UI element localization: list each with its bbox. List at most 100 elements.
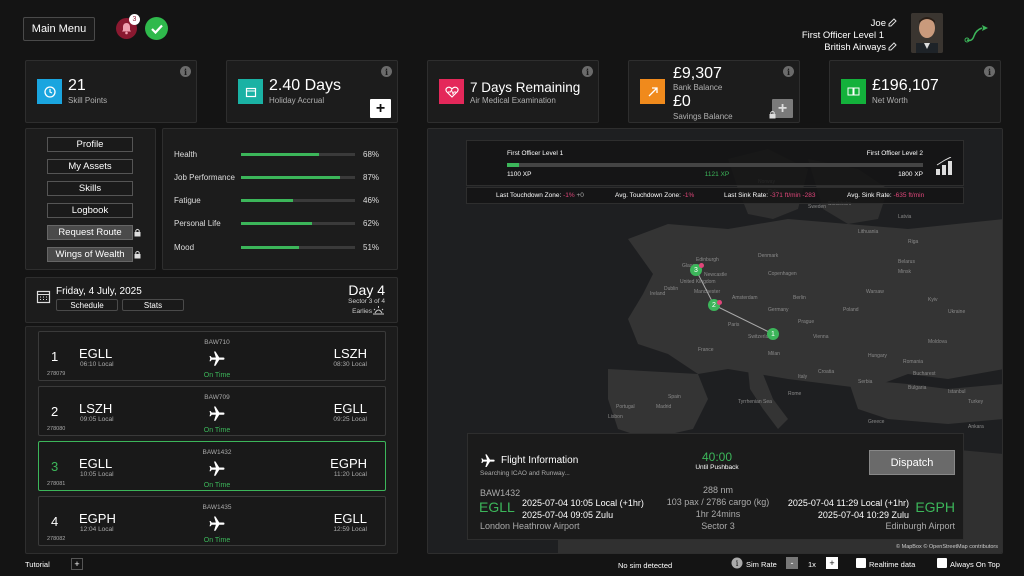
main-menu-label: Main Menu — [31, 23, 87, 35]
wellbeing-label: Health — [174, 150, 198, 159]
arrival-icao: EGPH — [330, 456, 367, 471]
sim-rate-decrease-button[interactable]: - — [786, 557, 798, 569]
nav-my-assets-button[interactable]: My Assets — [47, 159, 133, 174]
flight-route-icon[interactable] — [964, 20, 992, 44]
map-place-label: Paris — [728, 322, 740, 328]
sim-rate-increase-button[interactable]: + — [826, 557, 838, 569]
map-place-label: Spain — [668, 394, 681, 400]
departure-icao: EGLL — [79, 456, 113, 471]
bank-card: i £9,307 Bank Balance £0 Savings Balance… — [628, 60, 800, 123]
flight-id: 278079 — [47, 371, 66, 377]
nav-profile-button[interactable]: Profile — [47, 137, 133, 152]
to-xp: 1800 XP — [898, 171, 923, 178]
arrival-zulu-time: 2025-07-04 10:29 Zulu — [817, 510, 909, 520]
add-savings-button[interactable]: + — [772, 99, 793, 118]
realtime-data-label: Realtime data — [869, 560, 916, 569]
departure-time: 10:05 Local — [80, 471, 114, 478]
flight-status: On Time — [203, 482, 231, 489]
map-place-label: Poland — [843, 307, 859, 313]
schedule-tab-button[interactable]: Schedule — [56, 299, 118, 311]
departure-icao: EGLL — [479, 499, 515, 515]
flight-row[interactable]: 3 278081 EGLL 10:05 Local BAW1432 On Time EGPH… — [38, 441, 386, 491]
flight-callsign: BAW1432 — [480, 488, 521, 498]
next-level-label: First Officer Level 2 — [866, 150, 923, 157]
nav-skills-button[interactable]: Skills — [47, 181, 133, 196]
flight-row[interactable]: 2 278080 LSZH 09:05 Local BAW709 On Time EGLL 0… — [38, 386, 386, 436]
map-attribution: © MapBox © OpenStreetMap contributors — [896, 544, 998, 550]
plane-icon — [209, 516, 225, 531]
info-icon[interactable]: i — [731, 557, 743, 569]
route-marker-1[interactable]: 1 — [767, 328, 779, 340]
nav-request-route-button[interactable]: Request Route — [47, 225, 141, 240]
map-place-label: Tyrrhenian Sea — [738, 399, 772, 405]
add-holiday-button[interactable]: + — [370, 99, 391, 118]
info-icon[interactable]: i — [582, 66, 593, 77]
dispatch-button[interactable]: Dispatch — [869, 450, 955, 475]
holiday-card: i 2.40 Days Holiday Accrual + — [226, 60, 398, 123]
departure-time: 12:04 Local — [80, 526, 114, 533]
calendar-icon — [238, 79, 263, 104]
info-icon[interactable]: i — [180, 66, 191, 77]
medical-value: 7 Days Remaining — [470, 80, 581, 95]
lock-icon — [134, 228, 141, 237]
edit-name-icon[interactable] — [888, 18, 897, 27]
status-check-button[interactable] — [145, 17, 168, 40]
plane-icon — [481, 454, 495, 467]
map-place-label: Sweden — [808, 204, 827, 210]
map-place-label: Serbia — [858, 379, 873, 385]
map-place-label: Hungary — [868, 353, 887, 359]
wellbeing-value: 51% — [363, 243, 380, 252]
info-icon[interactable]: i — [984, 66, 995, 77]
wellbeing-bar — [241, 199, 355, 202]
stats-tab-button[interactable]: Stats — [122, 299, 184, 311]
always-on-top-checkbox[interactable] — [937, 558, 947, 568]
map-place-label: Italy — [798, 374, 808, 380]
arrival-time: 12:59 Local — [333, 526, 367, 533]
map-place-label: Edinburgh — [696, 257, 719, 263]
flight-info-subtitle: Searching ICAO and Runway... — [480, 470, 570, 477]
nav-logbook-button[interactable]: Logbook — [47, 203, 133, 218]
plane-icon — [209, 406, 225, 421]
bell-icon — [122, 23, 131, 35]
always-on-top-label: Always On Top — [950, 560, 1000, 569]
map-place-label: Prague — [798, 319, 815, 325]
wellbeing-label: Job Performance — [174, 173, 235, 182]
realtime-data-checkbox[interactable] — [856, 558, 866, 568]
plane-icon — [209, 461, 225, 476]
flight-number: 2 — [51, 404, 59, 419]
wellbeing-value: 46% — [363, 196, 380, 205]
flight-info-title: Flight Information — [501, 455, 579, 466]
map-place-label: Kyiv — [928, 297, 938, 303]
flight-id: 278080 — [47, 426, 66, 432]
user-rank: First Officer Level 1 — [801, 30, 884, 41]
flight-row[interactable]: 4 278082 EGPH 12:04 Local BAW1435 On Time EGLL… — [38, 496, 386, 546]
edit-airline-icon[interactable] — [888, 42, 897, 51]
countdown-label: Until Pushback — [695, 464, 739, 471]
info-icon[interactable]: i — [783, 66, 794, 77]
net-worth-card: i £196,107 Net Worth — [829, 60, 1001, 123]
user-name: Joe — [870, 18, 886, 29]
bank-label: Bank Balance — [673, 83, 723, 92]
avatar[interactable] — [911, 13, 943, 53]
add-tutorial-button[interactable]: + — [71, 558, 83, 570]
map-place-label: Turkey — [968, 399, 984, 405]
flight-id: 278081 — [47, 481, 66, 487]
info-icon[interactable]: i — [381, 66, 392, 77]
map-place-label: Latvia — [898, 214, 912, 220]
map-place-label: Vienna — [813, 334, 829, 340]
map-place-label: Romania — [903, 359, 924, 365]
notifications-button[interactable]: 3 — [116, 14, 140, 39]
nav-wings-of-wealth-button[interactable]: Wings of Wealth — [47, 247, 141, 262]
arrival-time: 11:20 Local — [333, 471, 367, 478]
map-place-label: Riga — [908, 239, 919, 245]
main-menu-button[interactable]: Main Menu — [23, 17, 95, 41]
wellbeing-bar — [241, 246, 355, 249]
departure-time: 09:05 Local — [80, 416, 114, 423]
airport-dot — [717, 300, 722, 305]
lock-icon — [134, 250, 141, 259]
wellbeing-bar-fill — [241, 153, 319, 156]
money-icon — [841, 79, 866, 104]
arrival-time: 08:30 Local — [333, 361, 367, 368]
net-worth-label: Net Worth — [872, 96, 908, 105]
flight-row[interactable]: 1 278079 EGLL 06:10 Local BAW710 On Time LSZH 0… — [38, 331, 386, 381]
